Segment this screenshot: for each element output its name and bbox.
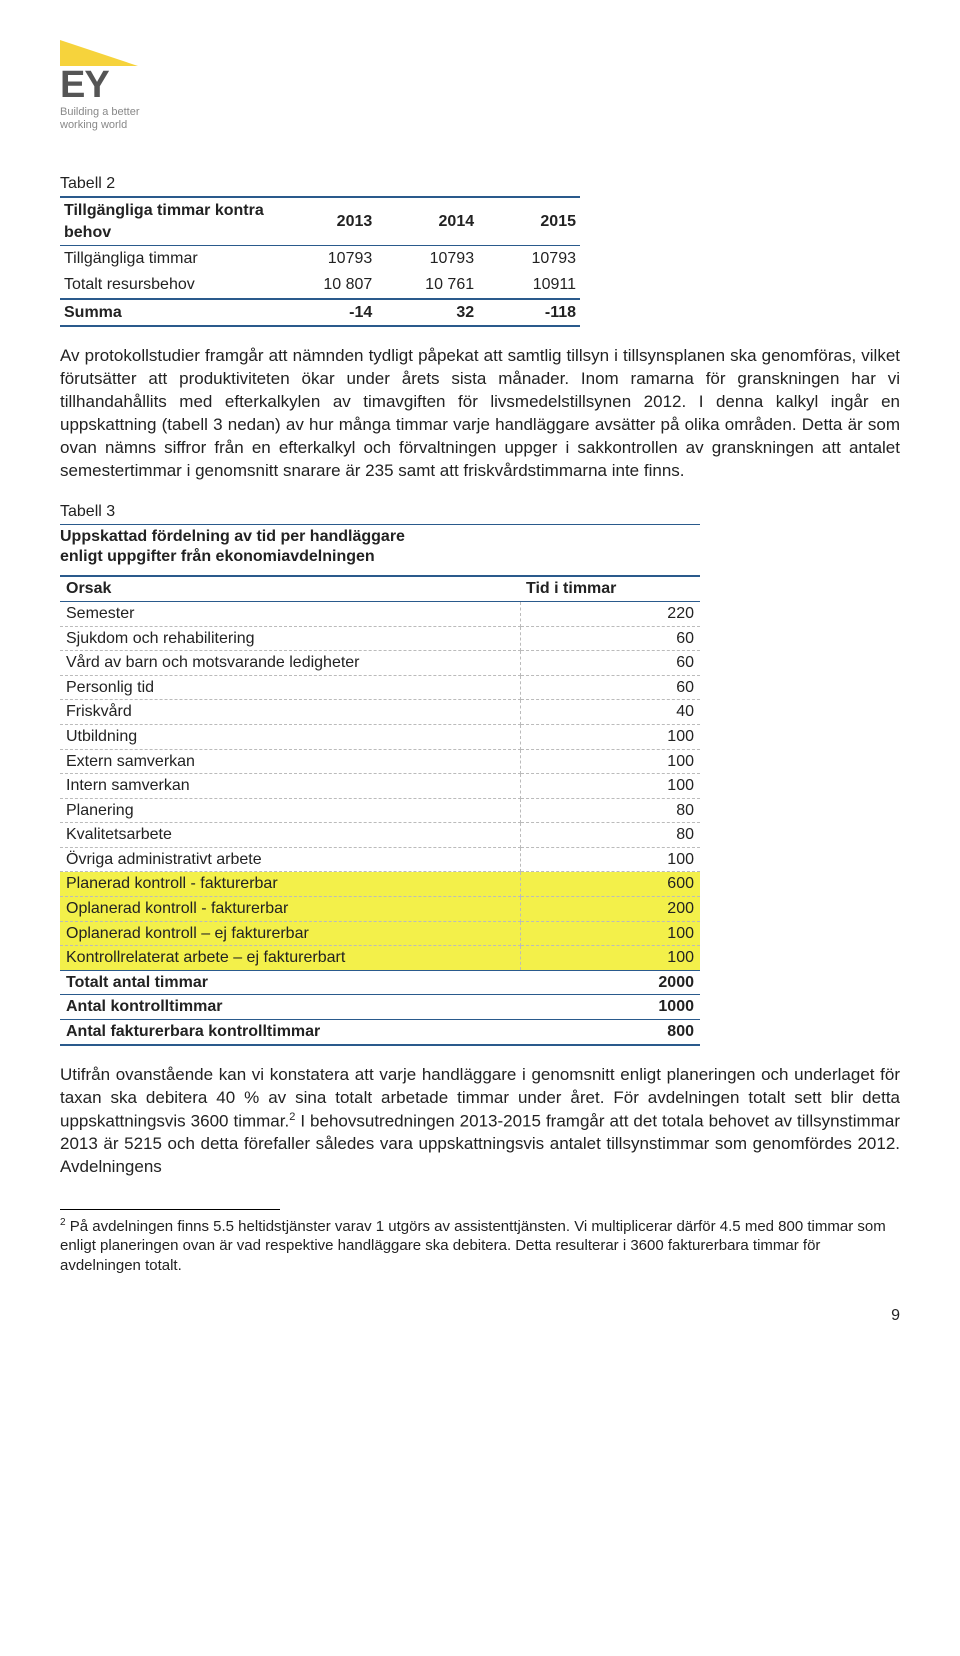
table2-row0-label: Tillgängliga timmar xyxy=(60,246,274,272)
table-row: Planerad kontroll - fakturerbar600 xyxy=(60,872,700,897)
table3-sub1-value: 1000 xyxy=(520,995,700,1020)
table2-sum-label: Summa xyxy=(60,299,274,327)
logo-tagline-2: working world xyxy=(60,119,127,131)
table-row: Extern samverkan100 xyxy=(60,749,700,774)
table2-year-2: 2015 xyxy=(478,197,580,246)
table2-year-1: 2014 xyxy=(376,197,478,246)
footnote-separator xyxy=(60,1209,280,1210)
table-row: Kontrollrelaterat arbete – ej fakturerba… xyxy=(60,946,700,971)
table2-sum-row: Summa -14 32 -118 xyxy=(60,299,580,327)
table3-sub2-row: Antal fakturerbara kontrolltimmar 800 xyxy=(60,1020,700,1045)
table-row: Vård av barn och motsvarande ledigheter6… xyxy=(60,651,700,676)
table-row: Övriga administrativt arbete100 xyxy=(60,847,700,872)
table3-caption: Tabell 3 xyxy=(60,501,900,523)
logo-tagline-1: Building a better xyxy=(60,106,140,118)
table3-sub2-label: Antal fakturerbara kontrolltimmar xyxy=(60,1020,520,1045)
table3-sub1-label: Antal kontrolltimmar xyxy=(60,995,520,1020)
table3-row-value: 100 xyxy=(520,921,700,946)
table3-row-label: Kontrollrelaterat arbete – ej fakturerba… xyxy=(60,946,520,971)
brand-logo: EY Building a better working world xyxy=(60,40,900,133)
table3-row-label: Oplanerad kontroll - fakturerbar xyxy=(60,897,520,922)
table3-row-value: 100 xyxy=(520,774,700,799)
table-row: Tillgängliga timmar 10793 10793 10793 xyxy=(60,246,580,272)
table-row: Friskvård40 xyxy=(60,700,700,725)
table2: Tillgängliga timmar kontra behov 2013 20… xyxy=(60,196,580,327)
table3-row-label: Friskvård xyxy=(60,700,520,725)
table2-row1-v1: 10 761 xyxy=(376,272,478,299)
table3-row-value: 80 xyxy=(520,823,700,848)
table3-row-label: Övriga administrativt arbete xyxy=(60,847,520,872)
table-row: Intern samverkan100 xyxy=(60,774,700,799)
table3-row-value: 100 xyxy=(520,724,700,749)
table2-row0-v0: 10793 xyxy=(274,246,376,272)
table-row: Semester220 xyxy=(60,601,700,626)
table3: Orsak Tid i timmar Semester220Sjukdom oc… xyxy=(60,575,700,1045)
table3-rule xyxy=(60,524,700,525)
table3-row-value: 60 xyxy=(520,675,700,700)
logo-swoosh-icon xyxy=(60,40,140,66)
table3-row-value: 100 xyxy=(520,946,700,971)
table-row: Oplanerad kontroll - fakturerbar200 xyxy=(60,897,700,922)
table3-total-row: Totalt antal timmar 2000 xyxy=(60,970,700,995)
table2-year-0: 2013 xyxy=(274,197,376,246)
table3-title: Uppskattad fördelning av tid per handläg… xyxy=(60,527,900,567)
table3-row-label: Oplanerad kontroll – ej fakturerbar xyxy=(60,921,520,946)
table3-title-line2: enligt uppgifter från ekonomiavdelningen xyxy=(60,548,375,565)
footnote-text: På avdelningen finns 5.5 heltidstjänster… xyxy=(60,1218,886,1274)
table3-sub2-value: 800 xyxy=(520,1020,700,1045)
table2-sum-v1: 32 xyxy=(376,299,478,327)
table3-row-value: 100 xyxy=(520,749,700,774)
table-row: Totalt resursbehov 10 807 10 761 10911 xyxy=(60,272,580,299)
table3-row-label: Planerad kontroll - fakturerbar xyxy=(60,872,520,897)
table3-row-label: Extern samverkan xyxy=(60,749,520,774)
table3-row-value: 60 xyxy=(520,651,700,676)
table-row: Personlig tid60 xyxy=(60,675,700,700)
table3-title-line1: Uppskattad fördelning av tid per handläg… xyxy=(60,528,405,545)
table3-row-value: 40 xyxy=(520,700,700,725)
table-row: Planering80 xyxy=(60,798,700,823)
table3-row-value: 80 xyxy=(520,798,700,823)
table2-row1-label: Totalt resursbehov xyxy=(60,272,274,299)
table2-row0-v2: 10793 xyxy=(478,246,580,272)
table-row: Sjukdom och rehabilitering60 xyxy=(60,626,700,651)
table3-row-label: Vård av barn och motsvarande ledigheter xyxy=(60,651,520,676)
table3-row-label: Utbildning xyxy=(60,724,520,749)
table3-row-value: 200 xyxy=(520,897,700,922)
table3-col-time: Tid i timmar xyxy=(520,576,700,601)
table-row: Kvalitetsarbete80 xyxy=(60,823,700,848)
table3-row-label: Intern samverkan xyxy=(60,774,520,799)
table3-row-value: 220 xyxy=(520,601,700,626)
logo-tagline: Building a better working world xyxy=(60,106,900,132)
paragraph-2: Utifrån ovanstående kan vi konstatera at… xyxy=(60,1064,900,1179)
table2-row1-v2: 10911 xyxy=(478,272,580,299)
table3-sub1-row: Antal kontrolltimmar 1000 xyxy=(60,995,700,1020)
table2-header-row: Tillgängliga timmar kontra behov 2013 20… xyxy=(60,197,580,246)
table3-row-label: Sjukdom och rehabilitering xyxy=(60,626,520,651)
table3-row-label: Personlig tid xyxy=(60,675,520,700)
page-number: 9 xyxy=(60,1305,900,1327)
table3-total-value: 2000 xyxy=(520,970,700,995)
table2-row1-v0: 10 807 xyxy=(274,272,376,299)
logo-text: EY xyxy=(60,68,900,102)
table3-header-row: Orsak Tid i timmar xyxy=(60,576,700,601)
table-row: Utbildning100 xyxy=(60,724,700,749)
table2-row0-v1: 10793 xyxy=(376,246,478,272)
table3-col-cause: Orsak xyxy=(60,576,520,601)
table2-caption: Tabell 2 xyxy=(60,173,900,195)
table3-row-value: 100 xyxy=(520,847,700,872)
table2-header-label: Tillgängliga timmar kontra behov xyxy=(60,197,274,246)
table3-row-label: Planering xyxy=(60,798,520,823)
table3-total-label: Totalt antal timmar xyxy=(60,970,520,995)
table2-sum-v0: -14 xyxy=(274,299,376,327)
table3-row-label: Kvalitetsarbete xyxy=(60,823,520,848)
paragraph-1: Av protokollstudier framgår att nämnden … xyxy=(60,345,900,483)
table-row: Oplanerad kontroll – ej fakturerbar100 xyxy=(60,921,700,946)
table2-sum-v2: -118 xyxy=(478,299,580,327)
footnote-2: 2 På avdelningen finns 5.5 heltidstjänst… xyxy=(60,1216,900,1276)
table3-row-value: 60 xyxy=(520,626,700,651)
table3-row-label: Semester xyxy=(60,601,520,626)
table3-row-value: 600 xyxy=(520,872,700,897)
